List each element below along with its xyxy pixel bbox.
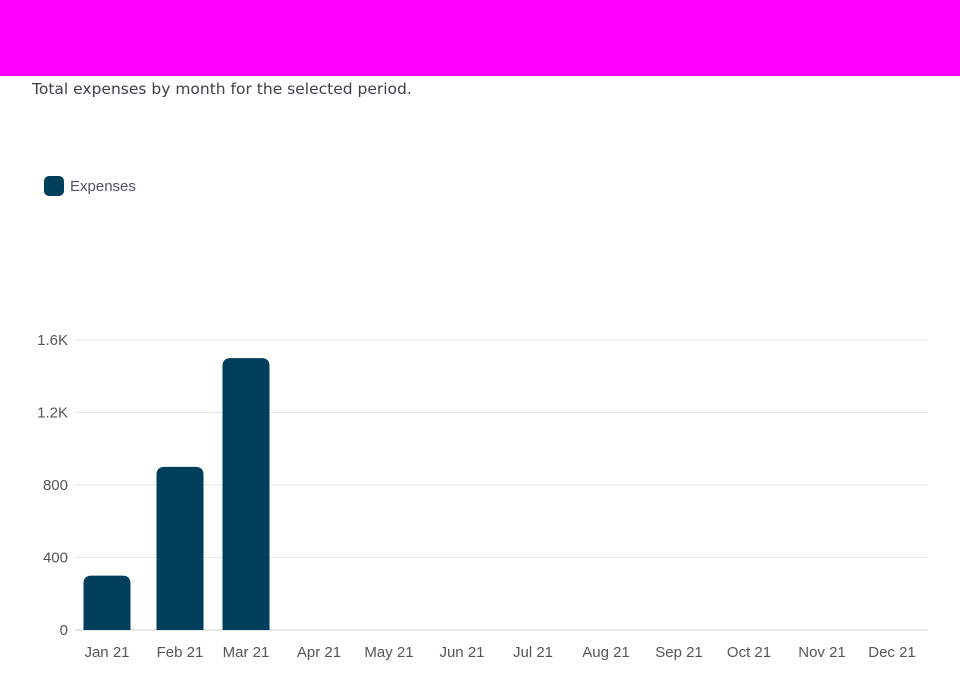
x-tick-label: Jul 21	[513, 644, 553, 661]
y-axis-tick-labels: 0 400 800 1.2K 1.6K	[37, 332, 68, 639]
chart-subtitle: Total expenses by month for the selected…	[32, 80, 412, 98]
y-tick-label: 800	[43, 477, 68, 494]
header-bar	[0, 0, 960, 76]
x-tick-label: Apr 21	[297, 644, 341, 661]
legend-label-expenses: Expenses	[70, 177, 136, 195]
bar-mar-21[interactable]	[222, 358, 270, 630]
x-tick-label: Nov 21	[798, 644, 846, 661]
y-tick-label: 400	[43, 550, 68, 567]
x-tick-label: Jan 21	[84, 644, 129, 661]
x-tick-label: Sep 21	[655, 644, 703, 661]
y-tick-label: 0	[60, 622, 68, 639]
x-tick-label: Mar 21	[223, 644, 270, 661]
chart-legend[interactable]: Expenses	[44, 176, 136, 196]
legend-swatch-expenses	[44, 176, 64, 196]
chart-gridlines	[75, 339, 928, 631]
x-tick-label: Oct 21	[727, 644, 771, 661]
x-tick-label: Feb 21	[157, 644, 204, 661]
chart-bars	[83, 358, 270, 630]
x-tick-label: Dec 21	[868, 644, 916, 661]
x-axis-tick-labels: Jan 21 Feb 21 Mar 21 Apr 21 May 21 Jun 21 Jul …	[84, 644, 915, 661]
bar-jan-21[interactable]	[83, 575, 131, 630]
x-tick-label: May 21	[364, 644, 413, 661]
x-tick-label: Jun 21	[439, 644, 484, 661]
bar-feb-21[interactable]	[156, 466, 204, 630]
y-tick-label: 1.2K	[37, 405, 68, 422]
x-tick-label: Aug 21	[582, 644, 630, 661]
y-tick-label: 1.6K	[37, 332, 68, 349]
